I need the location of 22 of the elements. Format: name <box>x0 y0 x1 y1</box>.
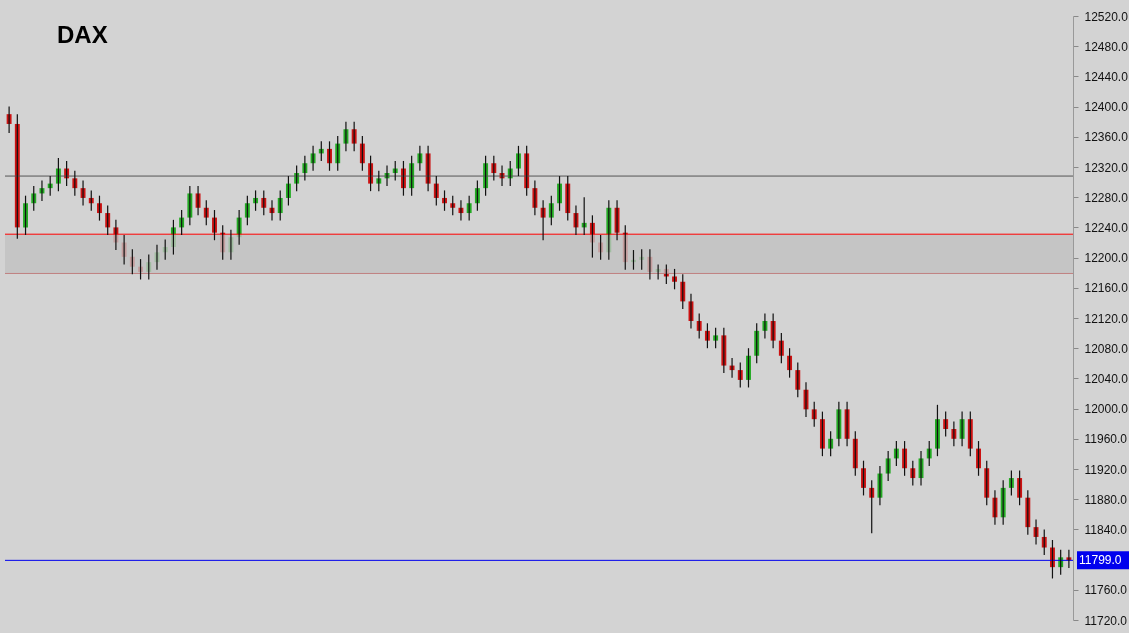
y-tick-label: 12280.0 <box>1084 190 1129 205</box>
ref-line-label: 11799.0 <box>1079 553 1122 568</box>
y-tick-label: 12520.0 <box>1084 9 1129 24</box>
y-tick-label: 11760.0 <box>1084 583 1128 598</box>
y-tick-label: 12160.0 <box>1084 281 1129 296</box>
y-tick-label: 12200.0 <box>1084 251 1129 266</box>
y-tick-label: 12080.0 <box>1084 341 1129 356</box>
y-tick-label: 11880.0 <box>1084 492 1128 507</box>
y-tick-label: 11960.0 <box>1084 432 1128 447</box>
y-tick-label: 12320.0 <box>1084 160 1129 175</box>
y-tick-label: 12040.0 <box>1084 371 1129 386</box>
y-tick-label: 12360.0 <box>1084 130 1129 145</box>
y-tick-label: 12400.0 <box>1084 100 1129 115</box>
y-tick-label: 12000.0 <box>1084 402 1129 417</box>
y-tick-label: 12440.0 <box>1084 69 1129 84</box>
y-tick-label: 12240.0 <box>1084 220 1129 235</box>
chart-title: DAX <box>57 21 108 48</box>
y-tick-label: 11920.0 <box>1084 462 1128 477</box>
y-tick-label: 12480.0 <box>1084 39 1129 54</box>
y-tick-label: 12120.0 <box>1084 311 1129 326</box>
y-tick-label: 11720.0 <box>1084 613 1128 628</box>
y-tick-label: 11840.0 <box>1084 522 1128 537</box>
